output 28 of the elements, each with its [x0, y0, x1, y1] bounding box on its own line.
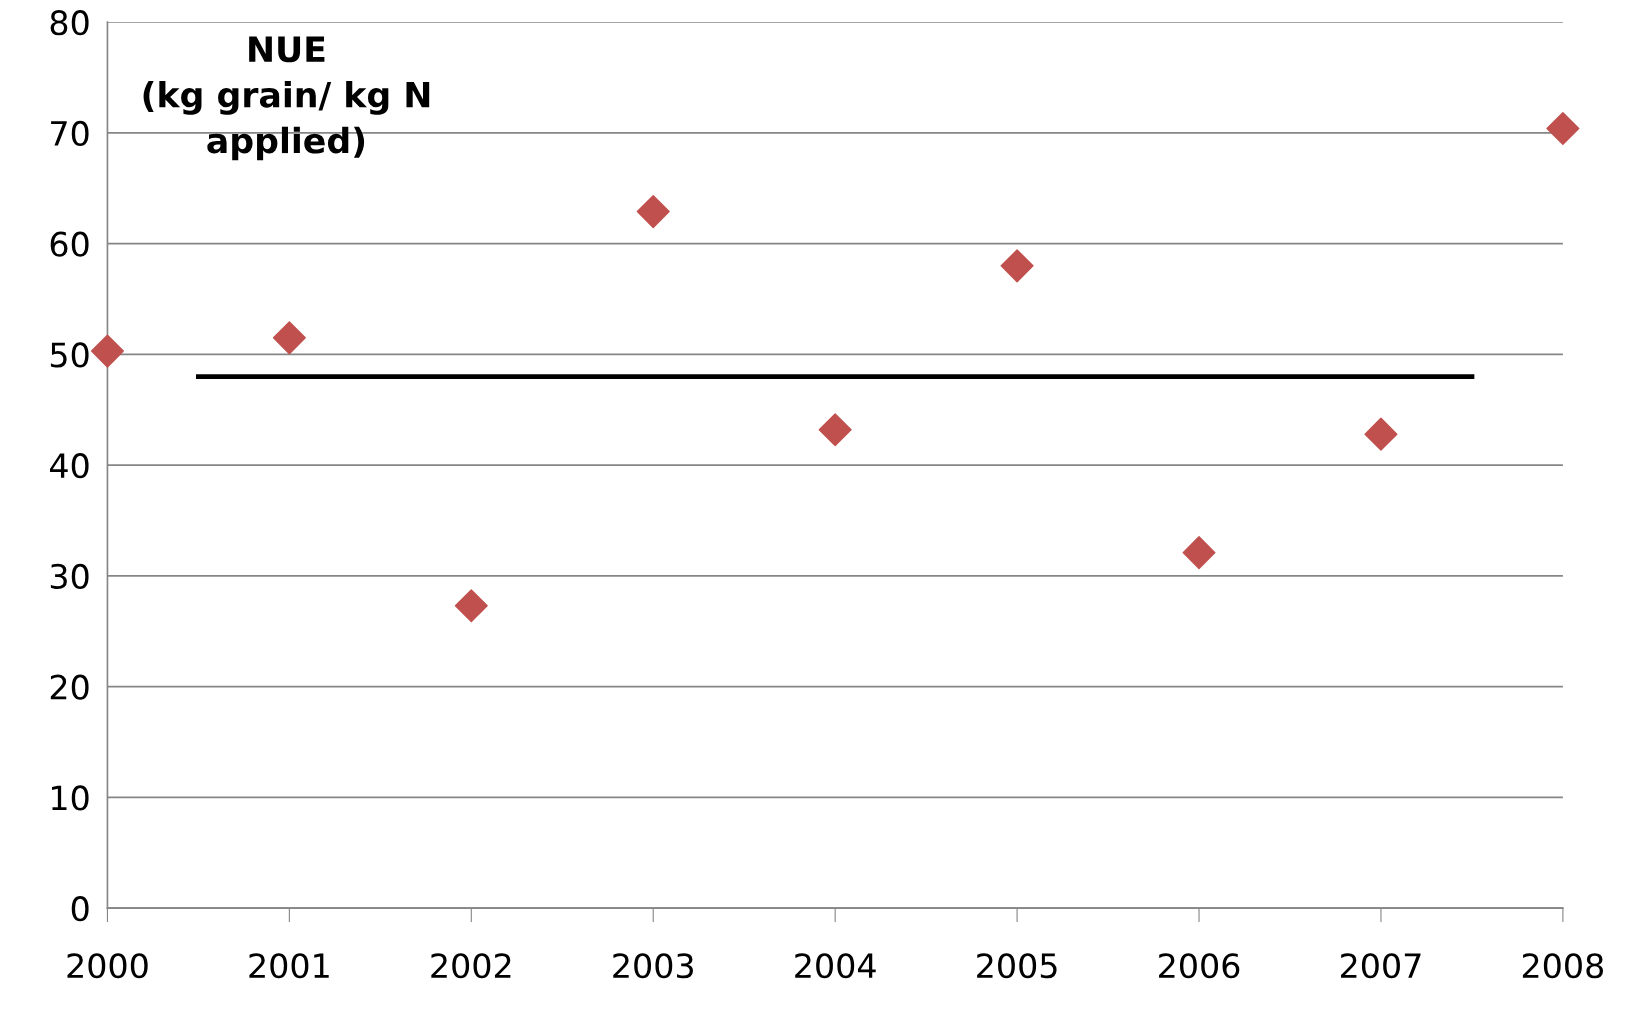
point [1182, 536, 1216, 570]
y-tick-label: 0 [71, 896, 89, 922]
x-tick-label: 2000 [67, 953, 148, 979]
x-tick-label: 2004 [795, 953, 876, 979]
x-tick-label: 2001 [249, 953, 329, 979]
y-tick-label: 50 [50, 342, 89, 368]
point [818, 413, 852, 447]
y-tick-label: 60 [50, 231, 89, 257]
x-tick-label: 2008 [1522, 953, 1604, 979]
y-tick-label: 70 [51, 120, 89, 147]
y-tick-label: 40 [49, 453, 89, 479]
point [1000, 249, 1034, 283]
point [1364, 417, 1398, 451]
point [90, 334, 124, 368]
y-tick-label: 10 [52, 785, 89, 811]
x-tick-label: 2007 [1340, 953, 1421, 979]
y-tick-label: 80 [50, 10, 89, 36]
point [454, 589, 488, 623]
text: NUE (kg grain/ kg N applied) [143, 36, 430, 161]
y-tick-label: 30 [50, 563, 89, 590]
x-tick-label: 2002 [431, 953, 511, 979]
point [1546, 111, 1580, 146]
x-tick-label: 2006 [1159, 953, 1240, 979]
point [272, 321, 306, 355]
x-tick-label: 2005 [977, 953, 1057, 979]
x-tick-label: 2003 [613, 953, 693, 979]
y-tick-label: 20 [50, 674, 89, 700]
point [636, 195, 670, 229]
